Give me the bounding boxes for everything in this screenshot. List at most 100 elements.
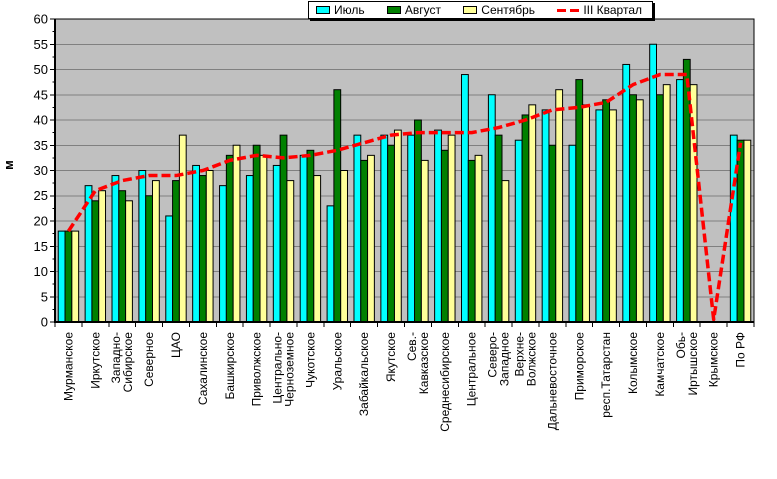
x-category-label: Сибирское: [121, 332, 135, 393]
bar-jul-0: [57, 230, 66, 323]
y-tick-label: 25: [34, 188, 48, 203]
x-category-label: Колымское: [626, 332, 640, 394]
x-category-label: Камчатское: [653, 332, 667, 397]
y-tick-label: 55: [34, 37, 48, 52]
bar-aug-17: [521, 114, 530, 323]
bar-sep-6: [232, 144, 241, 323]
bar-jul-20: [595, 109, 604, 323]
x-category-label: Мурманское: [61, 332, 75, 401]
bar-jul-9: [299, 154, 308, 323]
bar-aug-16: [494, 134, 503, 323]
x-category-label: Среднесибирское: [438, 332, 452, 432]
x-category-label: Приволжское: [250, 332, 264, 407]
bar-sep-13: [420, 159, 429, 323]
bar-sep-15: [474, 154, 483, 323]
bar-aug-3: [145, 195, 153, 323]
bar-aug-6: [225, 154, 234, 323]
y-tick-label: 40: [34, 113, 48, 128]
bar-aug-7: [252, 144, 261, 323]
x-category-label: Сахалинское: [196, 332, 210, 405]
y-tick-label: 35: [34, 138, 48, 153]
bar-jul-3: [138, 170, 147, 323]
bar-sep-12: [393, 129, 402, 323]
q3-line: [66, 72, 743, 322]
bar-aug-12: [387, 144, 395, 323]
x-category-label: Якутское: [384, 332, 398, 382]
x-category-label: Западное: [498, 332, 512, 386]
y-tick-label: 5: [41, 289, 48, 304]
bar-aug-8: [279, 134, 288, 323]
bar-aug-0: [64, 230, 73, 323]
legend-swatch-icon: [463, 6, 478, 14]
legend-item-q3: III Квартал: [557, 3, 642, 17]
bar-jul-22: [649, 43, 658, 323]
bar-jul-7: [245, 175, 254, 323]
bar-jul-6: [219, 185, 227, 323]
bar-jul-18: [541, 109, 550, 323]
y-tick-label: 50: [34, 62, 48, 77]
x-category-label: Волжское: [525, 332, 539, 387]
bar-sep-16: [501, 180, 510, 323]
bar-aug-2: [118, 190, 127, 323]
bar-jul-25: [729, 134, 738, 323]
legend-swatch-icon: [386, 6, 401, 14]
x-category-label: Уральское: [330, 332, 344, 391]
bar-jul-19: [568, 144, 577, 323]
bar-aug-14: [440, 149, 449, 323]
bar-aug-4: [172, 180, 180, 323]
legend-item-aug: Август: [386, 3, 442, 17]
bar-aug-10: [333, 89, 342, 323]
bar-sep-20: [609, 109, 617, 323]
bar-aug-19: [575, 79, 584, 323]
bar-sep-2: [125, 200, 133, 323]
bar-sep-14: [447, 134, 456, 323]
x-category-label: ЦАО: [169, 332, 183, 358]
bar-aug-21: [629, 94, 637, 323]
x-category-label: Чукотское: [303, 332, 317, 388]
legend-swatch-icon: [316, 6, 330, 14]
bar-aug-11: [360, 159, 369, 323]
x-category-label: Обь-: [674, 332, 688, 358]
legend-dash-marker-icon: [557, 8, 580, 12]
bar-sep-11: [367, 154, 375, 323]
bar-jul-4: [165, 215, 174, 323]
x-category-label: Кавказское: [417, 332, 431, 395]
bar-sep-0: [71, 230, 80, 323]
x-category-label: Верхне-: [513, 332, 527, 377]
bar-aug-18: [548, 144, 557, 323]
x-category-label: По РФ: [734, 332, 748, 368]
bar-jul-10: [326, 205, 335, 323]
x-category-label: Дальневосточное: [545, 332, 559, 431]
bar-jul-21: [622, 63, 631, 323]
y-axis-title: м: [1, 160, 16, 170]
bar-sep-18: [555, 89, 564, 323]
x-category-label: Башкирское: [223, 332, 237, 400]
bar-sep-10: [340, 170, 348, 323]
bar-sep-1: [98, 190, 107, 323]
bar-sep-19: [582, 104, 590, 323]
bar-sep-9: [313, 175, 322, 323]
bar-sep-4: [178, 134, 187, 323]
bar-jul-23: [676, 79, 684, 323]
y-tick-label: 10: [34, 264, 48, 279]
x-category-label: Сев.-: [405, 332, 419, 361]
bar-sep-8: [286, 180, 295, 323]
x-category-label: Центральное: [465, 332, 479, 407]
legend-label: Сентябрь: [481, 3, 536, 17]
bar-aug-15: [467, 159, 476, 323]
bar-sep-21: [635, 99, 644, 323]
bar-jul-15: [461, 74, 469, 323]
bar-aug-5: [198, 175, 207, 323]
legend-item-sep: Сентябрь: [463, 3, 535, 17]
bar-aug-20: [602, 99, 611, 323]
x-category-label: Забайкальское: [357, 332, 371, 416]
y-tick-label: 0: [41, 315, 48, 330]
x-category-label: Крымское: [707, 332, 721, 388]
x-category-label: Черноземное: [283, 332, 297, 407]
x-category-label: Центрально-: [271, 332, 285, 404]
x-category-label: Приморское: [572, 332, 586, 401]
legend-label: Август: [404, 3, 442, 17]
bar-jul-8: [272, 164, 281, 323]
bar-jul-13: [407, 134, 416, 323]
